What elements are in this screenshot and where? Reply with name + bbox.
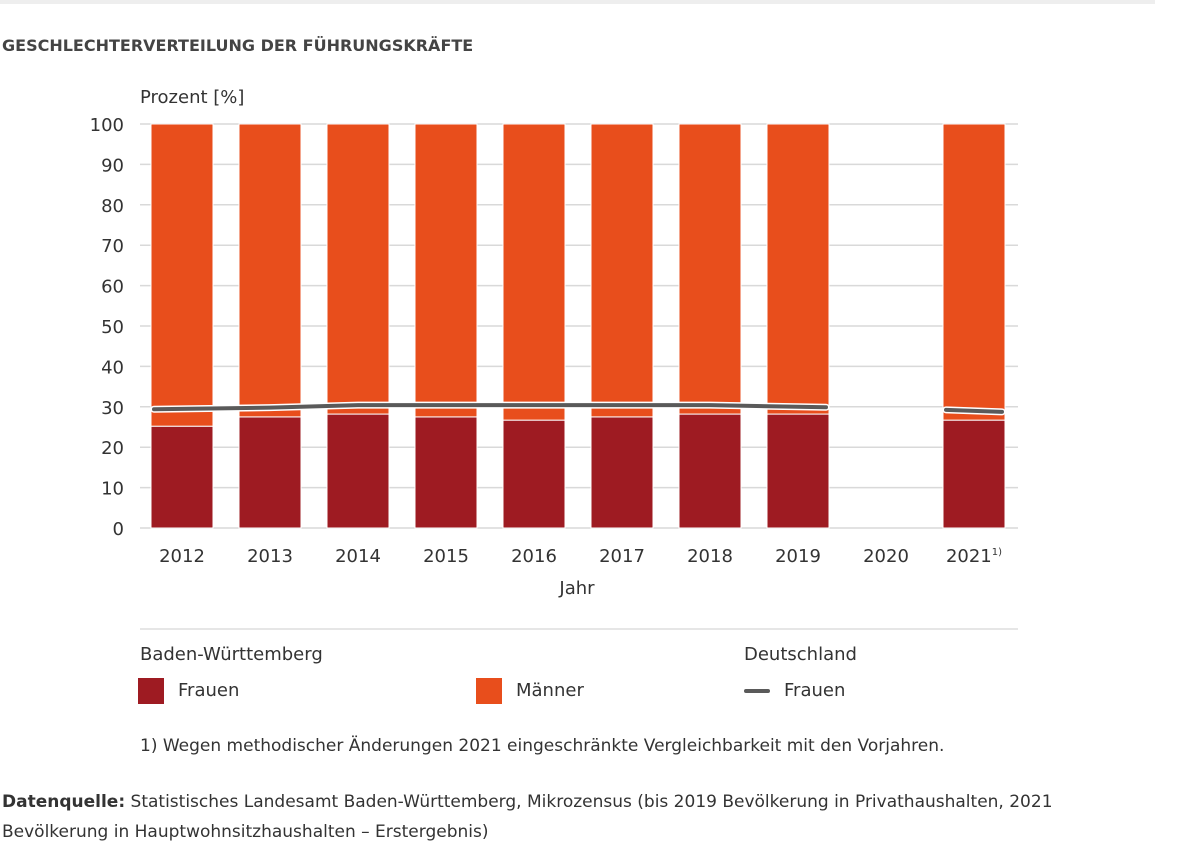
bar-frauen-2018 [678, 413, 742, 529]
bar-frauen-2016 [502, 419, 566, 529]
bar-maenner-2021 [942, 123, 1006, 421]
x-tick-label: 2018 [687, 546, 733, 567]
legend-item-frauen-bw: Frauen [138, 678, 239, 704]
bar-maenner-2014 [326, 123, 390, 415]
footnote: 1) Wegen methodischer Änderungen 2021 ei… [140, 736, 945, 756]
y-tick-label: 100 [90, 115, 124, 136]
x-tick-label: 2015 [423, 546, 469, 567]
chart-title: GESCHLECHTERVERTEILUNG DER FÜHRUNGSKRÄFT… [2, 36, 474, 55]
x-tick-label: 20211) [946, 546, 1002, 567]
x-axis-label: Jahr [558, 578, 595, 599]
y-tick-label: 90 [101, 155, 124, 176]
legend-label: Männer [516, 680, 584, 701]
y-axis-label: Prozent [%] [140, 87, 244, 108]
legend-group-de: Deutschland [744, 644, 857, 665]
bar-frauen-2015 [414, 416, 478, 529]
y-tick-label: 20 [101, 438, 124, 459]
bar-frauen-2012 [150, 425, 214, 529]
source: Datenquelle: Statistisches Landesamt Bad… [2, 787, 1152, 847]
legend-item-frauen-de: Frauen [744, 680, 845, 701]
x-tick-label: 2017 [599, 546, 645, 567]
line-frauen-deutschland [152, 403, 828, 412]
bar-frauen-2013 [238, 416, 302, 529]
bar-maenner-2017 [590, 123, 654, 418]
bar-frauen-2019 [766, 413, 830, 529]
bar-maenner-2016 [502, 123, 566, 421]
bar-frauen-2021 [942, 419, 1006, 529]
legend-swatch-frauen [138, 678, 164, 704]
x-tick-label: 2014 [335, 546, 381, 567]
x-tick-label: 2016 [511, 546, 557, 567]
y-tick-label: 50 [101, 317, 124, 338]
x-tick-label: 2013 [247, 546, 293, 567]
x-tick-label: 2020 [863, 546, 909, 567]
legend-swatch-maenner [476, 678, 502, 704]
footnote-marker: 1) [992, 547, 1002, 558]
bar-maenner-2012 [150, 123, 214, 427]
y-tick-label: 10 [101, 479, 124, 500]
legend-item-maenner-bw: Männer [476, 678, 584, 704]
top-border [0, 0, 1155, 4]
bar-maenner-2015 [414, 123, 478, 418]
bar-frauen-2014 [326, 413, 390, 529]
y-tick-label: 80 [101, 196, 124, 217]
legend-group-bw: Baden-Württemberg [140, 644, 323, 665]
bar-frauen-2017 [590, 416, 654, 529]
y-tick-label: 0 [113, 519, 124, 540]
chart: Prozent [%] 0 10 20 30 40 50 60 70 80 90 100 2012 201… [90, 87, 1018, 630]
source-label: Datenquelle: [2, 792, 126, 812]
x-tick-label: 2019 [775, 546, 821, 567]
x-tick-label: 2012 [159, 546, 205, 567]
source-text: Statistisches Landesamt Baden-Württember… [2, 792, 1053, 842]
bar-maenner-2013 [238, 123, 302, 418]
line-frauen-deutschland [944, 407, 1004, 414]
y-tick-label: 30 [101, 398, 124, 419]
legend-line-frauen [744, 689, 770, 693]
bar-maenner-2019 [766, 123, 830, 415]
legend-label: Frauen [784, 680, 846, 701]
y-tick-label: 70 [101, 236, 124, 257]
y-tick-label: 40 [101, 357, 124, 378]
legend-label: Frauen [178, 680, 240, 701]
bar-maenner-2018 [678, 123, 742, 415]
y-tick-label: 60 [101, 277, 124, 298]
